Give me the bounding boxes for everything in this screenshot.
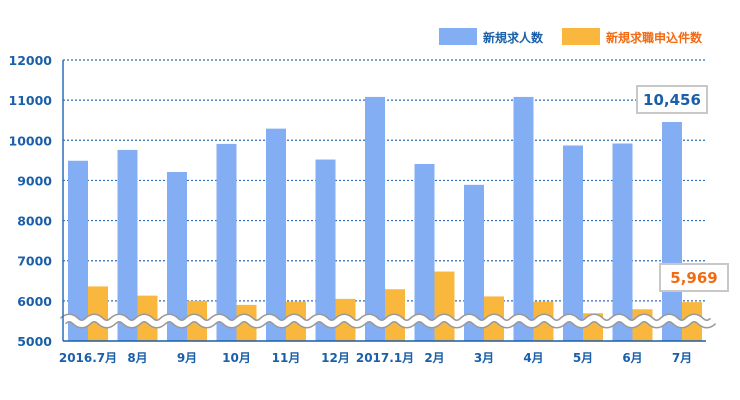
- x-tick-label: 12月: [321, 351, 350, 365]
- job-offer-bar: [266, 128, 286, 341]
- value-callout-box: [636, 85, 708, 114]
- x-tick-label: 11月: [272, 351, 301, 365]
- x-tick-label: 5月: [573, 351, 593, 365]
- y-tick-label: 6000: [17, 294, 52, 309]
- x-tick-label: 7月: [672, 351, 692, 365]
- job-offer-bar: [563, 145, 583, 341]
- x-tick-label: 10月: [222, 351, 251, 365]
- x-tick-label: 2月: [424, 351, 444, 365]
- job-offer-bar: [315, 159, 336, 341]
- x-tick-label: 6月: [622, 351, 642, 365]
- legend-swatch: [562, 28, 600, 45]
- x-tick-label: 3月: [474, 351, 494, 365]
- y-tick-label: 8000: [17, 214, 52, 229]
- y-tick-label: 7000: [17, 254, 52, 269]
- y-tick-label: 10000: [9, 133, 53, 148]
- legend-label: 新規求職申込件数: [606, 30, 703, 45]
- y-tick-label: 11000: [9, 93, 53, 108]
- applicant-bar: [434, 271, 455, 341]
- value-callout-box: [659, 263, 729, 292]
- job-offer-bar: [662, 121, 682, 342]
- x-tick-label: 8月: [127, 351, 147, 365]
- x-tick-label: 4月: [523, 351, 543, 365]
- job-offer-bar: [117, 149, 138, 341]
- job-offer-bar: [365, 96, 385, 341]
- job-offer-bar: [513, 96, 534, 341]
- axis-break: [60, 315, 716, 327]
- job-offer-bar: [414, 163, 435, 341]
- x-tick-label: 9月: [177, 351, 197, 365]
- job-offer-bar: [167, 171, 187, 341]
- x-tick-label: 2017.1月: [356, 351, 414, 365]
- y-tick-label: 5000: [17, 334, 52, 349]
- job-offer-bar: [216, 143, 237, 341]
- y-tick-label: 12000: [9, 53, 53, 68]
- job-offer-bar: [68, 160, 88, 341]
- job-offer-bar: [612, 143, 633, 341]
- job-offer-bar: [464, 184, 484, 341]
- legend-label: 新規求人数: [483, 30, 544, 45]
- value-callout: 5,969: [670, 269, 717, 287]
- y-tick-label: 9000: [17, 173, 52, 188]
- x-tick-label: 2016.7月: [59, 351, 117, 365]
- applicant-bar: [88, 286, 108, 341]
- legend-swatch: [439, 28, 477, 45]
- value-callout: 10,456: [643, 91, 701, 109]
